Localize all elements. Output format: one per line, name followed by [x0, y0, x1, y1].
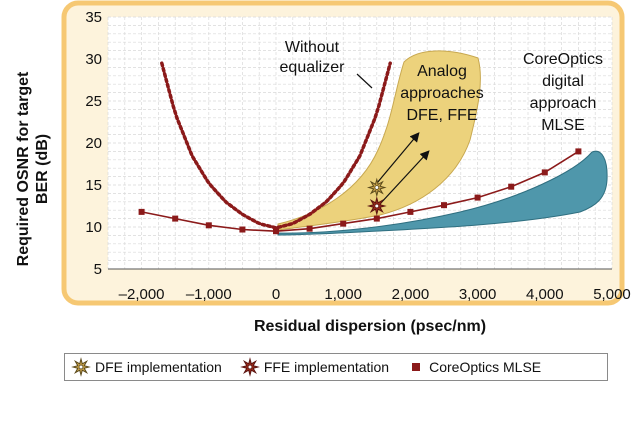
mlse-marker [474, 194, 481, 201]
annotation-analog-line-3: DFE, FFE [406, 107, 477, 124]
y-tick-label: 15 [85, 177, 102, 194]
implementation-points [366, 177, 387, 216]
annotation-coreoptics: CoreOptics digital approach MLSE [523, 51, 603, 134]
annotation-coreoptics-line-1: CoreOptics [523, 51, 603, 68]
axes: –2,000 –1,000 0 1,000 2,000 3,000 4,000 5,000 5 1… [85, 9, 630, 303]
legend-dfe-star-center [78, 364, 84, 370]
y-tick-label: 20 [85, 135, 102, 152]
annotation-without-line-2: equalizer [280, 59, 346, 76]
annotation-coreoptics-line-4: MLSE [541, 117, 585, 134]
mlse-marker [575, 148, 582, 155]
mlse-marker [172, 215, 179, 222]
x-tick-label: 1,000 [324, 286, 362, 303]
legend-ffe-label: FFE implementation [263, 359, 390, 375]
legend-mlse-label: CoreOptics MLSE [429, 359, 542, 375]
ffe-implementation-point-center [374, 203, 380, 209]
ffe-arrow [379, 150, 430, 205]
mlse-marker [441, 202, 447, 209]
annotation-coreoptics-line-2: digital [542, 73, 584, 90]
legend: DFE implementation FFE implementation Co… [64, 353, 608, 381]
y-tick-label: 10 [85, 219, 102, 236]
mlse-marker [407, 208, 414, 215]
regions [277, 50, 608, 236]
x-tick-label: 0 [272, 286, 280, 303]
mlse-marker [205, 222, 212, 229]
dfe-arrow [376, 132, 420, 184]
legend-ffe-star-center [247, 364, 253, 370]
annotation-coreoptics-line-3: approach [530, 95, 597, 112]
x-tick-label: 5,000 [593, 286, 631, 303]
mlse-marker [306, 225, 313, 232]
mlse-marker [373, 215, 380, 222]
legend-dfe-label: DFE implementation [95, 359, 222, 375]
legend-item-ffe: FFE implementation [239, 357, 390, 377]
dfe-implementation-point-center [374, 185, 380, 190]
annotation-without-equalizer: Without equalizer [280, 39, 346, 76]
annotation-analog: Analog approaches DFE, FFE [400, 63, 484, 124]
series-without-equalizer [160, 61, 392, 230]
mlse-marker [273, 228, 279, 235]
chart: –2,000 –1,000 0 1,000 2,000 3,000 4,000 5,000 5 1… [61, 0, 631, 306]
legend-item-mlse: CoreOptics MLSE [407, 357, 541, 377]
mlse-square-icon [412, 363, 421, 371]
y-axis-title: Required OSNR for target BER (dB) [15, 71, 51, 267]
annotations [356, 73, 430, 205]
annotation-analog-line-1: Analog [417, 63, 467, 80]
mlse-marker [138, 208, 145, 215]
x-tick-label: 3,000 [459, 286, 497, 303]
mlse-marker [508, 183, 515, 190]
x-tick-label: 4,000 [526, 286, 564, 303]
coreoptics-digital-region [277, 150, 608, 236]
legend-item-dfe: DFE implementation [71, 357, 222, 377]
x-axis-title: Residual dispersion (psec/nm) [253, 318, 487, 335]
series-coreoptics-mlse [141, 150, 579, 233]
without-equalizer-pointer [356, 73, 373, 89]
x-tick-label: 2,000 [392, 286, 430, 303]
annotation-without-line-1: Without [285, 39, 340, 56]
x-tick-label: –1,000 [186, 286, 232, 303]
annotation-analog-line-2: approaches [400, 85, 484, 102]
y-tick-label: 5 [94, 261, 102, 278]
y-tick-label: 25 [85, 93, 102, 110]
x-tick-label: –2,000 [119, 286, 165, 303]
mlse-marker [239, 226, 246, 233]
series [138, 61, 582, 235]
mlse-marker [340, 220, 347, 227]
dfe-star-icon [71, 357, 91, 377]
ffe-star-icon [239, 357, 260, 377]
y-tick-label: 30 [85, 51, 102, 68]
analog-approach-region [277, 50, 481, 231]
mlse-marker [541, 169, 548, 176]
y-tick-label: 35 [85, 9, 102, 26]
